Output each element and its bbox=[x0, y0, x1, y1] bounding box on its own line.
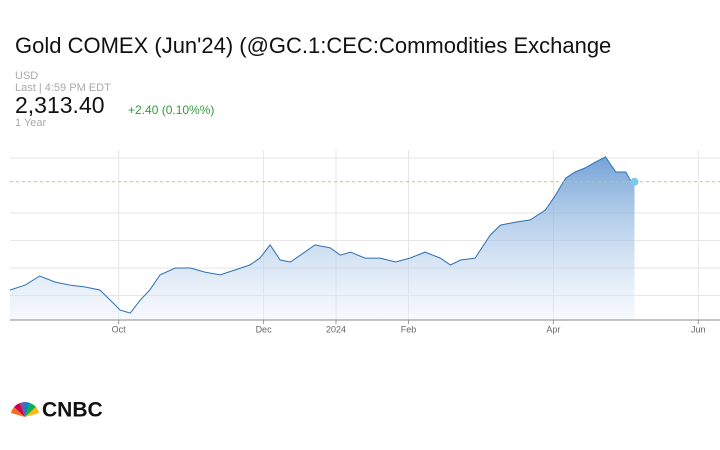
price-line bbox=[9, 156, 635, 314]
x-tick-label: 2024 bbox=[326, 324, 346, 334]
last-time: Last | 4:59 PM EDT bbox=[15, 82, 111, 94]
last-point bbox=[630, 177, 639, 186]
chart-title: Gold COMEX (Jun'24) (@GC.1:CEC:Commoditi… bbox=[15, 33, 611, 58]
logo: CNBC bbox=[11, 399, 103, 422]
last-price: 2,313.40 bbox=[15, 92, 105, 118]
x-tick-label: Jun bbox=[691, 324, 706, 334]
currency: USD bbox=[15, 70, 38, 82]
logo-text: CNBC bbox=[42, 399, 103, 422]
x-tick-label: Feb bbox=[401, 324, 417, 334]
x-tick-label: Oct bbox=[112, 324, 127, 334]
plot: Oct Dec 2024 Feb Apr Jun bbox=[9, 150, 720, 334]
x-tick-label: Apr bbox=[546, 324, 560, 334]
peacock bbox=[11, 402, 39, 417]
price-change: +2.40 (0.10%%) bbox=[128, 103, 214, 117]
range: 1 Year bbox=[15, 117, 47, 129]
x-tick-label: Dec bbox=[256, 324, 273, 334]
area-fill bbox=[10, 156, 635, 320]
